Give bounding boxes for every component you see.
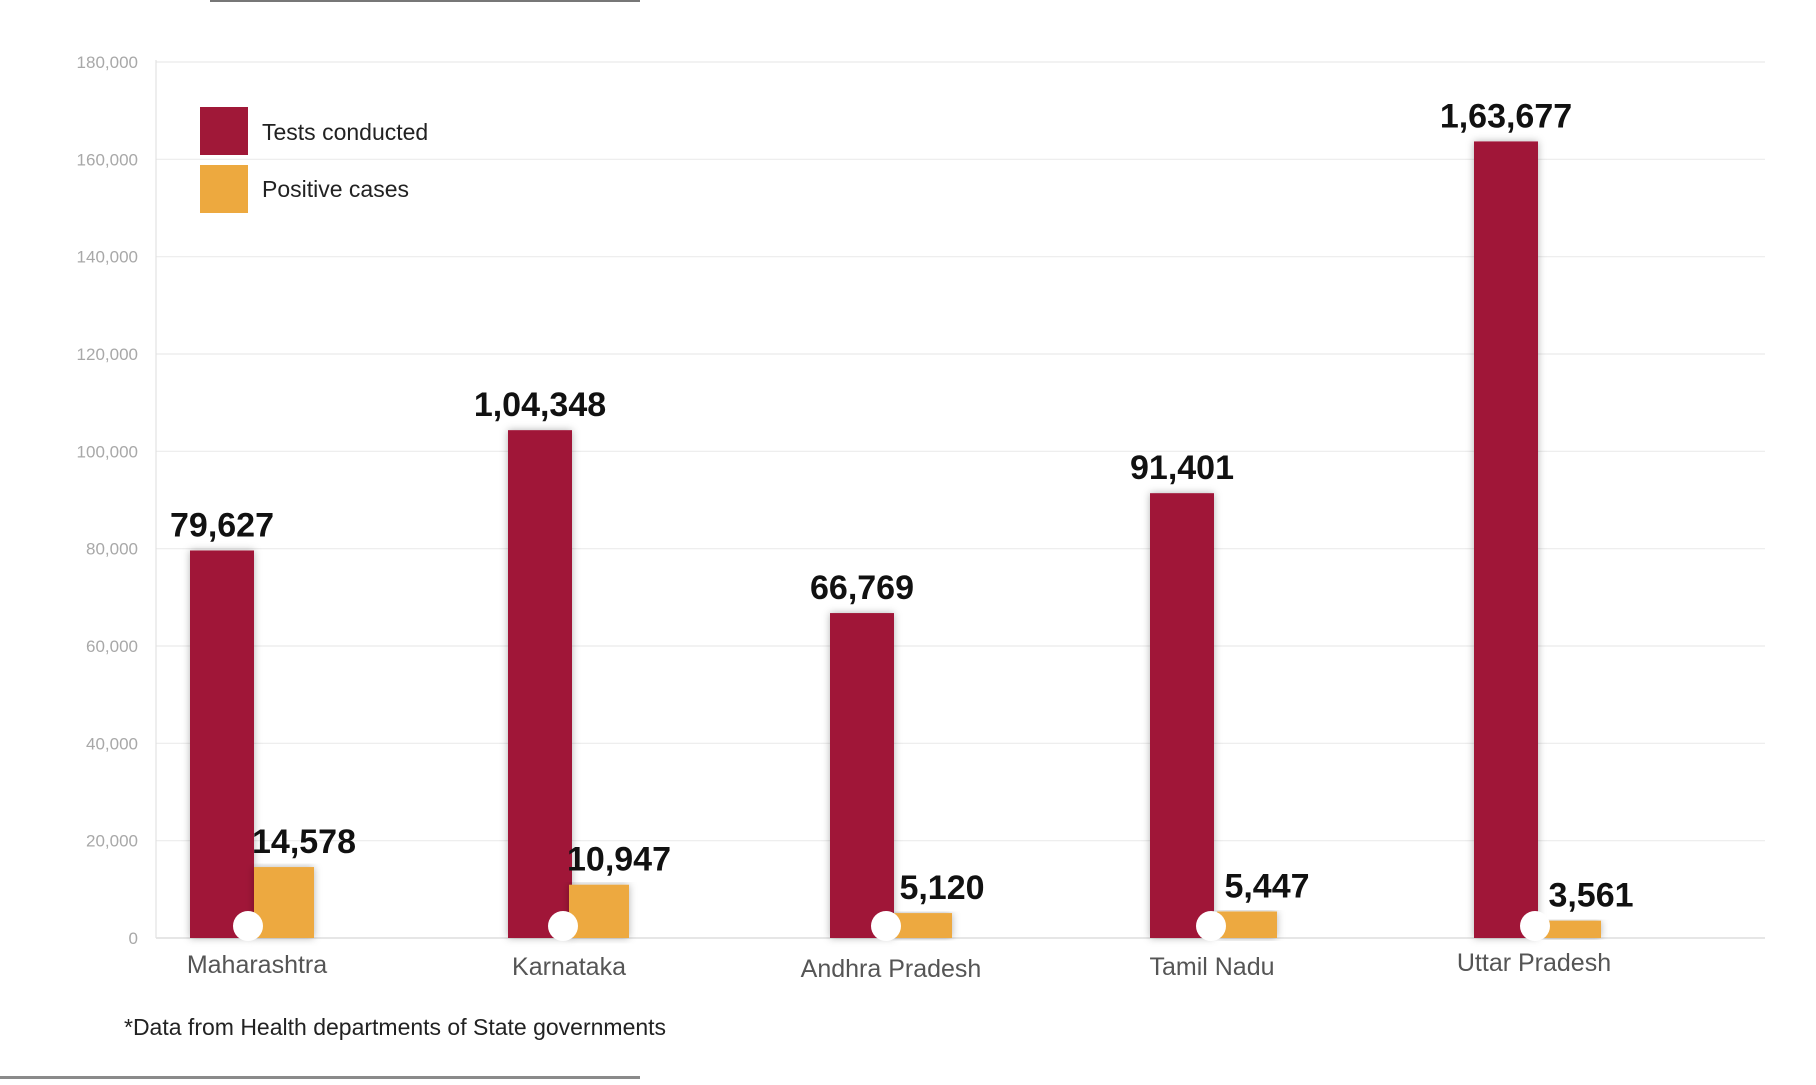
bar-tests-conducted bbox=[508, 430, 572, 938]
y-tick-label: 60,000 bbox=[86, 637, 138, 656]
y-tick-label: 40,000 bbox=[86, 734, 138, 753]
bar-positive-cases bbox=[1541, 920, 1601, 938]
data-label-positive-cases: 3,561 bbox=[1548, 877, 1633, 915]
base-marker-dot bbox=[871, 911, 901, 941]
bar-tests-conducted bbox=[190, 550, 254, 938]
bottom-divider bbox=[0, 1076, 640, 1079]
y-tick-label: 120,000 bbox=[77, 345, 138, 364]
data-label-tests-conducted: 66,769 bbox=[810, 569, 914, 607]
bar-positive-cases bbox=[892, 913, 952, 938]
data-label-positive-cases: 5,120 bbox=[899, 869, 984, 907]
legend-swatch-tests-conducted bbox=[200, 107, 248, 155]
y-tick-label: 160,000 bbox=[77, 150, 138, 169]
data-label-tests-conducted: 79,627 bbox=[170, 506, 274, 544]
base-marker-dot bbox=[233, 911, 263, 941]
data-label-tests-conducted: 1,63,677 bbox=[1440, 97, 1572, 135]
x-tick-label: Maharashtra bbox=[187, 951, 327, 979]
data-label-positive-cases: 10,947 bbox=[567, 841, 671, 879]
y-tick-label: 0 bbox=[129, 929, 138, 948]
x-tick-label: Uttar Pradesh bbox=[1457, 949, 1611, 977]
x-tick-label: Karnataka bbox=[512, 953, 626, 981]
data-labels: 79,627 14,578 1,04,348 10,947 66,769 5,120 91,… bbox=[170, 97, 1634, 914]
bars bbox=[190, 141, 1601, 941]
bar-positive-cases bbox=[569, 884, 629, 938]
base-marker-dot bbox=[1196, 911, 1226, 941]
bar-tests-conducted bbox=[830, 613, 894, 938]
y-tick-label: 20,000 bbox=[86, 832, 138, 851]
legend-label-tests-conducted: Tests conducted bbox=[262, 119, 428, 145]
legend-label-positive-cases: Positive cases bbox=[262, 176, 409, 202]
gridlines bbox=[156, 61, 1765, 939]
x-tick-label: Tamil Nadu bbox=[1149, 953, 1274, 981]
legend-swatch-positive-cases bbox=[200, 165, 248, 213]
bar-tests-conducted bbox=[1150, 493, 1214, 938]
x-tick-label: Andhra Pradesh bbox=[801, 955, 982, 983]
data-label-tests-conducted: 1,04,348 bbox=[474, 386, 606, 424]
y-axis: 0 20,000 40,000 60,000 80,000 100,000 120,000 1… bbox=[77, 53, 157, 948]
data-label-positive-cases: 14,578 bbox=[252, 823, 356, 861]
bar-positive-cases bbox=[254, 867, 314, 938]
y-tick-label: 180,000 bbox=[77, 53, 138, 72]
y-tick-label: 80,000 bbox=[86, 540, 138, 559]
x-axis-labels: Maharashtra Karnataka Andhra Pradesh Tamil … bbox=[187, 949, 1611, 983]
footnote: *Data from Health departments of State g… bbox=[124, 1014, 667, 1040]
y-tick-label: 140,000 bbox=[77, 248, 138, 267]
top-divider bbox=[210, 0, 640, 2]
legend: Tests conducted Positive cases bbox=[200, 107, 428, 213]
base-marker-dot bbox=[548, 911, 578, 941]
data-label-tests-conducted: 91,401 bbox=[1130, 449, 1234, 487]
base-marker-dot bbox=[1520, 911, 1550, 941]
bar-positive-cases bbox=[1217, 911, 1277, 938]
bar-tests-conducted bbox=[1474, 141, 1538, 938]
y-tick-label: 100,000 bbox=[77, 442, 138, 461]
data-label-positive-cases: 5,447 bbox=[1224, 867, 1309, 905]
